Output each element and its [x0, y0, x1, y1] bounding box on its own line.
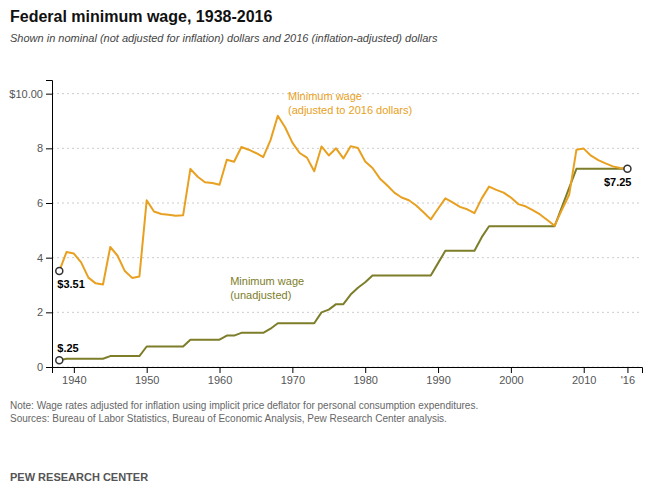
tick-label: 1960: [208, 374, 232, 386]
tick: 1990: [426, 367, 450, 386]
chart: Federal minimum wage, 1938-2016 Shown in …: [0, 0, 666, 495]
point-marker: [624, 165, 631, 172]
tick: 2010: [572, 367, 596, 386]
tick-label: $10.00: [9, 88, 43, 100]
tick-mark: [511, 367, 512, 373]
footer: PEW RESEARCH CENTER: [10, 471, 148, 483]
tick-mark: [46, 367, 52, 368]
line: [59, 169, 627, 360]
tick-label: 2000: [499, 374, 523, 386]
series-label: Minimum wage (unadjusted): [230, 275, 304, 301]
tick-label: 4: [37, 252, 43, 264]
tick: 1960: [208, 367, 232, 386]
tick-mark: [365, 367, 366, 373]
tick: '16: [621, 367, 635, 386]
labels: $.25$3.51$7.25Minimum wage(unadjusted)Mi…: [57, 90, 631, 354]
tick-label: 8: [37, 142, 43, 154]
text-line: Minimum wage: [288, 90, 362, 102]
tick-label: 2010: [572, 374, 596, 386]
tick: 0: [37, 361, 52, 373]
tick-mark: [584, 367, 585, 373]
tick-mark: [627, 367, 628, 373]
annotation: $7.25: [604, 176, 632, 188]
tick-mark: [147, 367, 148, 373]
tick-label: 2: [37, 306, 43, 318]
text-line: Minimum wage: [230, 275, 304, 287]
tick-mark: [46, 94, 52, 95]
grid-line: [52, 312, 642, 313]
title: Federal minimum wage, 1938-2016: [10, 8, 272, 25]
subtitle: Shown in nominal (not adjusted for infla…: [10, 32, 438, 44]
annotation: $.25: [57, 342, 78, 354]
tick: $10.00: [9, 88, 52, 100]
tick-label: 1970: [281, 374, 305, 386]
axis-line: [46, 81, 53, 368]
tick-label: '16: [621, 374, 635, 386]
text-line: Sources: Bureau of Labor Statistics, Bur…: [10, 413, 447, 424]
tick-label: 1990: [426, 374, 450, 386]
plot: 1940 1950 1960 1970 1980 1990 2000 2010 '16 0 2 4 6 8…: [9, 81, 642, 386]
tick: 4: [37, 252, 52, 264]
grid-line: [52, 203, 642, 204]
tick-label: 1940: [62, 374, 86, 386]
text-line: (adjusted to 2016 dollars): [288, 104, 412, 116]
tick-label: 6: [37, 197, 43, 209]
point-marker: [56, 268, 63, 275]
tick-mark: [46, 203, 52, 204]
tick: 2000: [499, 367, 523, 386]
tick-mark: [74, 367, 75, 373]
tick: 2: [37, 306, 52, 318]
tick: 1950: [135, 367, 159, 386]
text-line: (unadjusted): [230, 289, 291, 301]
tick: 1940: [62, 367, 86, 386]
tick: 1970: [281, 367, 305, 386]
marks: [56, 116, 631, 364]
tick: 8: [37, 142, 52, 154]
text-line: Note: Wage rates adjusted for inflation …: [10, 400, 478, 411]
point-marker: [56, 357, 63, 364]
tick: 6: [37, 197, 52, 209]
tick-mark: [292, 367, 293, 373]
tick: 1980: [353, 367, 377, 386]
tick-label: 0: [37, 361, 43, 373]
series-label: Minimum wage (adjusted to 2016 dollars): [288, 90, 412, 116]
grid-line: [52, 148, 642, 149]
annotation: $3.51: [57, 278, 85, 290]
tick-label: 1950: [135, 374, 159, 386]
tick-mark: [46, 258, 52, 259]
tick-mark: [438, 367, 439, 373]
line: [59, 116, 627, 285]
tick-mark: [46, 312, 52, 313]
grid: [52, 94, 642, 367]
tick-label: 1980: [353, 374, 377, 386]
tick-mark: [220, 367, 221, 373]
axis-line: [53, 368, 643, 374]
axis: 1940 1950 1960 1970 1980 1990 2000 2010 '16: [53, 367, 643, 386]
note: Note: Wage rates adjusted for inflation …: [10, 400, 478, 424]
tick-mark: [46, 148, 52, 149]
axis: 0 2 4 6 8 $10.00: [9, 81, 52, 374]
